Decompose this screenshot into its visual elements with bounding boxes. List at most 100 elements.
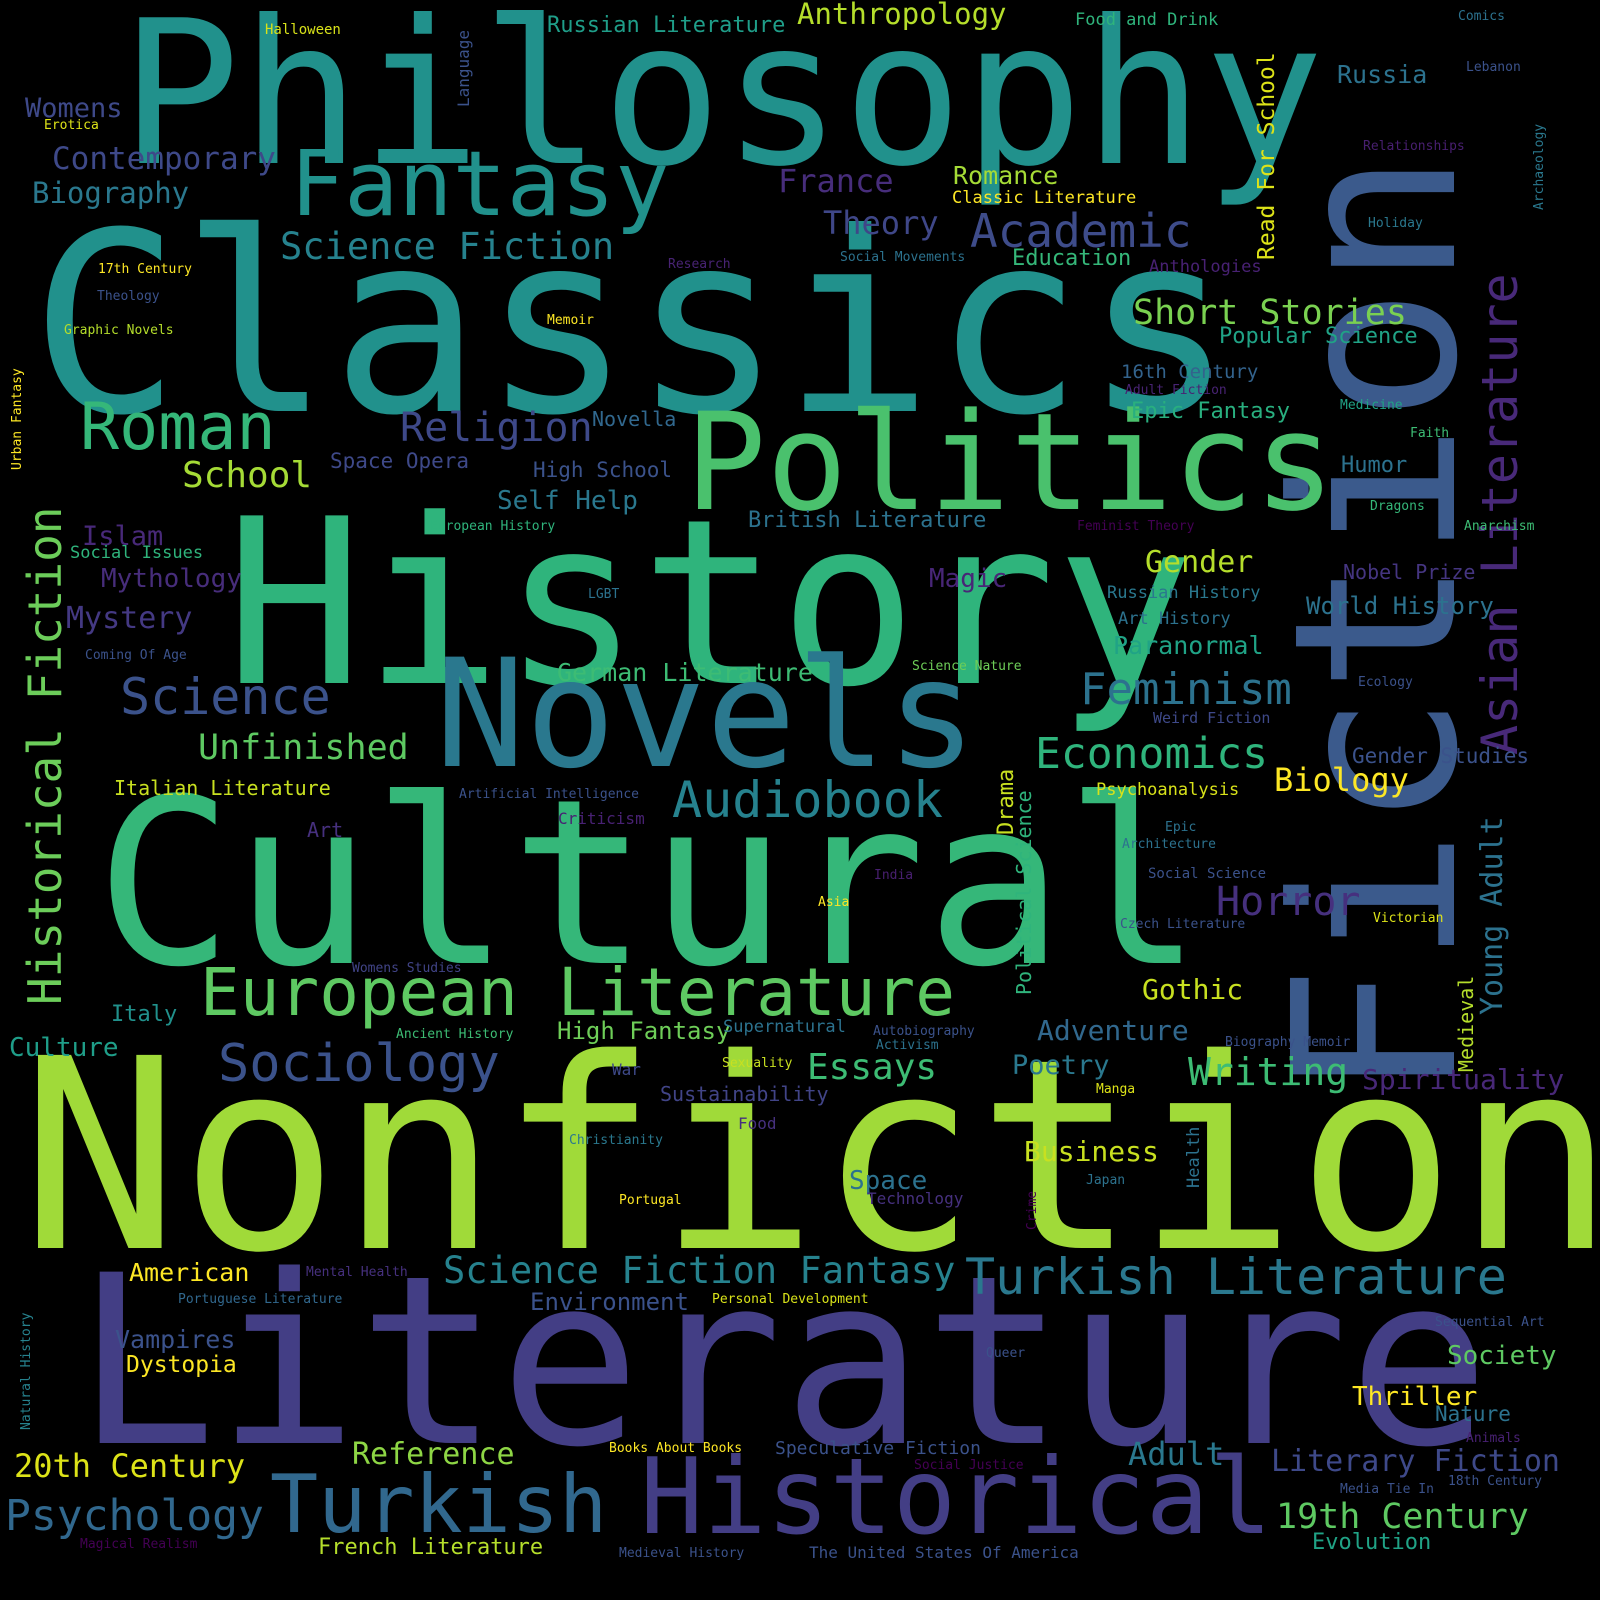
word: Fantasy: [290, 132, 670, 237]
word: Theory: [823, 204, 939, 242]
word: LGBT: [588, 587, 620, 602]
word: Coming Of Age: [85, 648, 187, 663]
word: Research: [668, 257, 731, 272]
word: Audiobook: [672, 771, 943, 829]
word: Portuguese Literature: [178, 1292, 343, 1307]
word: Graphic Novels: [64, 323, 174, 338]
word: Unfinished: [198, 728, 409, 768]
word: Political Science: [1012, 790, 1036, 995]
word: Society: [1447, 1341, 1557, 1371]
word: French Literature: [318, 1535, 544, 1560]
word: Art History: [1118, 609, 1231, 629]
word: Feminism: [1080, 664, 1292, 715]
word: Italy: [111, 1002, 178, 1027]
word: Thriller: [1352, 1382, 1478, 1412]
word: Medicine: [1340, 398, 1403, 413]
word: Space Opera: [330, 449, 470, 473]
word: Dystopia: [126, 1352, 237, 1378]
word: Biography: [32, 176, 190, 210]
word: Classics: [30, 179, 1235, 470]
word: Weird Fiction: [1153, 709, 1271, 727]
word: Gender: [1145, 545, 1254, 580]
word: Novels: [435, 628, 977, 802]
word: Nature: [1435, 1402, 1511, 1426]
word: Self Help: [497, 486, 638, 516]
word: Historical: [640, 1436, 1273, 1558]
word: Queer: [986, 1346, 1026, 1361]
word: Russia: [1337, 60, 1428, 89]
word: Spirituality: [1362, 1063, 1565, 1096]
word: Popular Science: [1219, 324, 1418, 349]
word: Animals: [1466, 1431, 1521, 1446]
word: Architecture: [1122, 837, 1216, 852]
word: European History: [430, 519, 556, 534]
word: Islam: [82, 521, 164, 552]
word: Religion: [400, 405, 593, 451]
word: American: [129, 1258, 250, 1287]
word: Manga: [1096, 1082, 1136, 1097]
word: Technology: [867, 1189, 964, 1208]
word: Sociology: [218, 1034, 500, 1094]
word: Reference: [352, 1437, 515, 1472]
word: World History: [1306, 592, 1494, 620]
word: European Literature: [200, 954, 955, 1031]
word: Criticism: [558, 809, 645, 828]
word: German Literature: [557, 658, 813, 687]
word: Paranormal: [1113, 631, 1264, 660]
word: Sequential Art: [1435, 1315, 1545, 1330]
word: Language: [454, 29, 473, 107]
word: Space: [849, 1166, 928, 1196]
word: Science Nature: [912, 659, 1022, 674]
word: 20th Century: [14, 1447, 246, 1485]
word: Short Stories: [1133, 293, 1407, 333]
word: Psychoanalysis: [1096, 780, 1240, 800]
word: Mythology: [101, 564, 242, 594]
word: Magic: [929, 564, 1008, 594]
word: Womens: [25, 93, 123, 124]
word: Food: [738, 1114, 777, 1133]
word: 16th Century: [1121, 361, 1259, 383]
word: Politics: [685, 384, 1336, 541]
word: Speculative Fiction: [775, 1438, 981, 1459]
word: Russian History: [1107, 583, 1261, 603]
word: Gender Studies: [1352, 744, 1530, 768]
word: Nonfiction: [20, 1003, 1600, 1311]
word: Holiday: [1368, 216, 1423, 231]
word: Lebanon: [1466, 60, 1521, 75]
word: School: [182, 455, 313, 496]
word: Contemporary: [52, 141, 276, 177]
word: Epic Fantasy: [1131, 399, 1290, 424]
word: Literature: [75, 1226, 1490, 1499]
word: Business: [1024, 1135, 1159, 1168]
word: Anthropology: [797, 0, 1007, 31]
word: Historical Fiction: [18, 506, 72, 1006]
word: Evolution: [1312, 1530, 1432, 1555]
word: Dragons: [1370, 499, 1425, 514]
word: Italian Literature: [114, 776, 331, 800]
word: Czech Literature: [1120, 917, 1246, 932]
word: Comics: [1458, 9, 1505, 24]
word: Romance: [953, 161, 1059, 190]
word: Victorian: [1373, 911, 1444, 926]
word: Epic: [1165, 820, 1197, 835]
word: Academic: [970, 204, 1192, 258]
word: India: [874, 868, 914, 883]
word: Adventure: [1037, 1014, 1189, 1047]
word: Portugal: [619, 1193, 682, 1208]
word: Crime: [1025, 1190, 1040, 1230]
word: Education: [1012, 246, 1132, 271]
word: Turkish: [270, 1458, 608, 1551]
word: Feminist Theory: [1077, 519, 1195, 534]
word: Anthologies: [1149, 257, 1262, 277]
word: History: [225, 471, 1195, 738]
word: Cultural: [95, 751, 1203, 1018]
word: Social Science: [1148, 866, 1267, 882]
word: Erotica: [44, 118, 99, 133]
word: Classic Literature: [952, 188, 1137, 208]
word: Environment: [530, 1288, 689, 1316]
word: Anarchism: [1464, 519, 1535, 534]
word: Biology: [1274, 761, 1409, 799]
word: British Literature: [748, 508, 987, 533]
word: Activism: [876, 1038, 939, 1053]
word: Social Justice: [914, 1458, 1024, 1473]
